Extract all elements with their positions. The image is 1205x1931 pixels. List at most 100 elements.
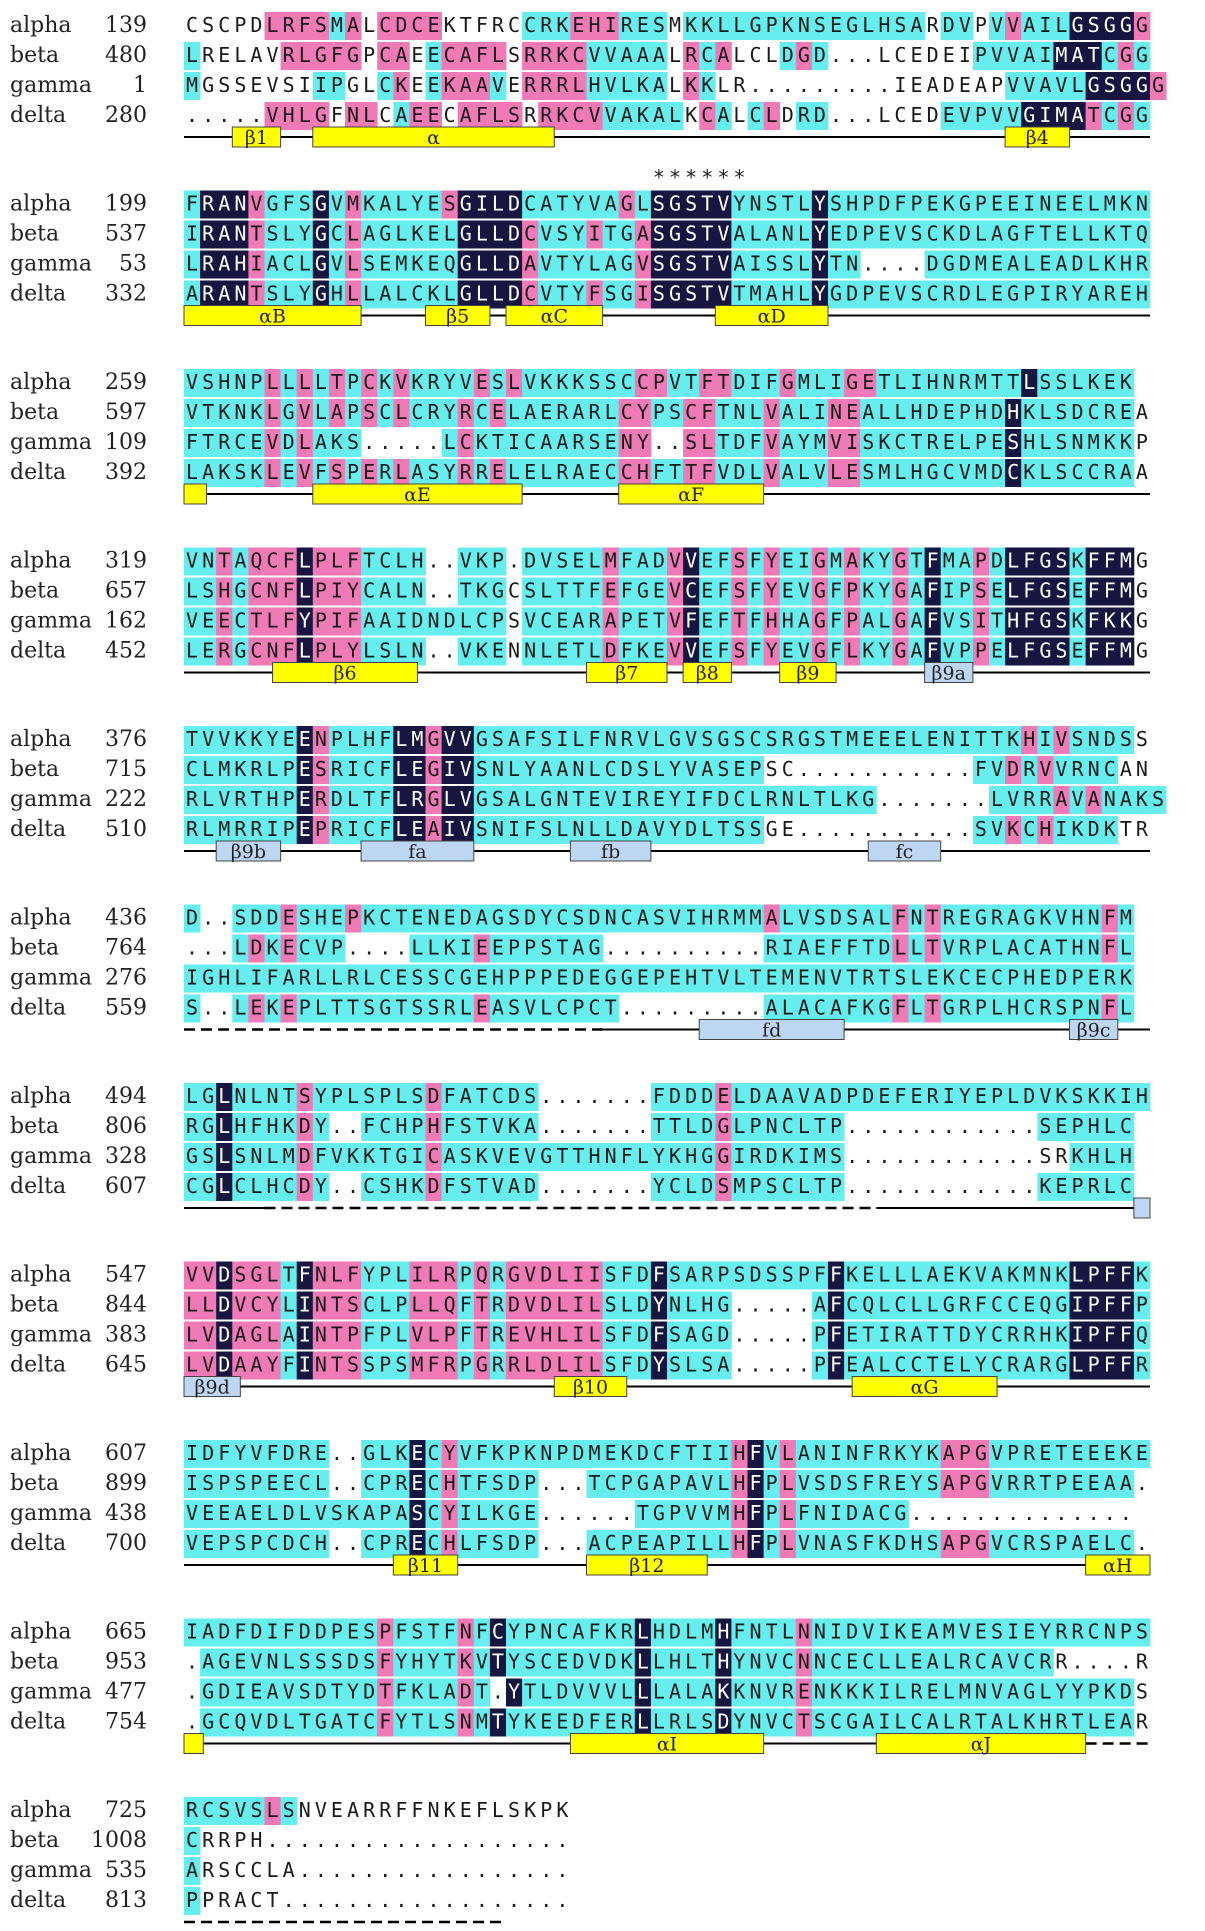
residue-number: 953 xyxy=(105,1650,147,1675)
residue: A xyxy=(862,400,874,424)
residue: R xyxy=(186,817,199,841)
residue: S xyxy=(218,1798,230,1822)
residue: . xyxy=(621,1174,633,1198)
residue: L xyxy=(202,1293,214,1317)
residue: . xyxy=(1136,1531,1148,1555)
residue: L xyxy=(540,460,552,484)
residue: E xyxy=(782,549,794,573)
residue: A xyxy=(943,1471,955,1495)
residue: F xyxy=(1104,639,1116,663)
residue: G xyxy=(250,1323,262,1347)
residue: M xyxy=(1120,906,1132,930)
residue: F xyxy=(750,1471,762,1495)
residue: R xyxy=(959,996,972,1020)
residue: S xyxy=(959,609,971,633)
residue-highlight xyxy=(1005,190,1022,219)
residue: . xyxy=(1120,1501,1132,1525)
residue-highlight xyxy=(361,102,378,130)
residue: A xyxy=(283,1323,295,1347)
residue: G xyxy=(347,43,359,67)
residue: S xyxy=(1039,1114,1051,1138)
residue: N xyxy=(234,222,246,246)
residue: E xyxy=(202,1531,214,1555)
residue: C xyxy=(379,400,391,424)
residue: R xyxy=(250,817,263,841)
residue: . xyxy=(685,936,697,960)
residue: L xyxy=(685,1114,697,1138)
residue: Y xyxy=(444,400,456,424)
residue: I xyxy=(411,1144,423,1168)
residue: R xyxy=(202,222,215,246)
residue: A xyxy=(379,282,391,306)
residue: A xyxy=(540,192,552,216)
residue: . xyxy=(637,1174,649,1198)
residue: I xyxy=(782,936,794,960)
residue: G xyxy=(1007,222,1019,246)
residue: I xyxy=(1055,817,1067,841)
residue: . xyxy=(653,936,665,960)
residue: E xyxy=(911,43,923,67)
residue: . xyxy=(830,817,842,841)
residue: T xyxy=(717,817,729,841)
residue: K xyxy=(959,1263,971,1287)
residue: P xyxy=(1023,282,1035,306)
residue: R xyxy=(283,43,296,67)
sequence-name: beta xyxy=(10,1650,59,1675)
residue: K xyxy=(669,1144,681,1168)
residue: N xyxy=(798,1650,810,1674)
residue: D xyxy=(830,1084,842,1108)
residue: L xyxy=(943,1710,955,1734)
residue: V xyxy=(589,1680,601,1704)
residue: R xyxy=(218,430,231,454)
residue: I xyxy=(830,1620,842,1644)
residue: . xyxy=(798,73,810,97)
residue: E xyxy=(556,609,568,633)
residue: M xyxy=(331,13,343,37)
residue: G xyxy=(621,192,633,216)
residue: T xyxy=(1088,43,1100,67)
residue: R xyxy=(186,1798,199,1822)
residue: H xyxy=(685,966,697,990)
sequence-name: gamma xyxy=(10,609,92,634)
residue: N xyxy=(1088,757,1100,781)
residue: T xyxy=(572,1144,584,1168)
residue: I xyxy=(814,400,826,424)
residue: . xyxy=(798,1293,810,1317)
residue: L xyxy=(1039,430,1051,454)
residue: P xyxy=(1055,1471,1067,1495)
structure-label: αH xyxy=(1103,1555,1132,1577)
residue: F xyxy=(830,579,842,603)
residue: V xyxy=(540,282,552,306)
sequence-name: delta xyxy=(10,103,66,128)
residue: I xyxy=(830,370,842,394)
residue: G xyxy=(1120,43,1132,67)
residue: C xyxy=(508,13,520,37)
residue: L xyxy=(395,639,407,663)
residue: L xyxy=(572,727,584,751)
residue-highlight xyxy=(409,102,426,130)
residue: S xyxy=(315,1650,327,1674)
sequence-row: alpha 436 D.. S D D E S H E P K C T E N E D A G S D Y C S D N C A S V I… xyxy=(10,904,1135,933)
residue: V xyxy=(943,639,955,663)
residue: F xyxy=(444,1174,456,1198)
residue: N xyxy=(1088,996,1100,1020)
residue-highlight xyxy=(763,12,781,40)
residue: Y xyxy=(878,639,890,663)
residue: . xyxy=(476,1828,488,1852)
structure-label: αG xyxy=(911,1377,939,1399)
residue: K xyxy=(685,13,697,37)
alignment-block: alpha 319 V N T A Q C F L P L F T C L H.. V K P. D V S E L M F A D V V… xyxy=(10,547,1150,685)
residue: . xyxy=(315,1888,327,1912)
residue: R xyxy=(637,787,650,811)
residue: H xyxy=(267,787,279,811)
residue: G xyxy=(428,727,440,751)
residue: . xyxy=(186,1650,198,1674)
residue: D xyxy=(862,1084,874,1108)
residue: . xyxy=(444,639,456,663)
residue: D xyxy=(299,1620,311,1644)
residue: A xyxy=(653,1471,665,1495)
residue: C xyxy=(621,370,633,394)
residue: . xyxy=(862,1174,874,1198)
residue: E xyxy=(846,400,858,424)
residue: . xyxy=(331,1441,343,1465)
